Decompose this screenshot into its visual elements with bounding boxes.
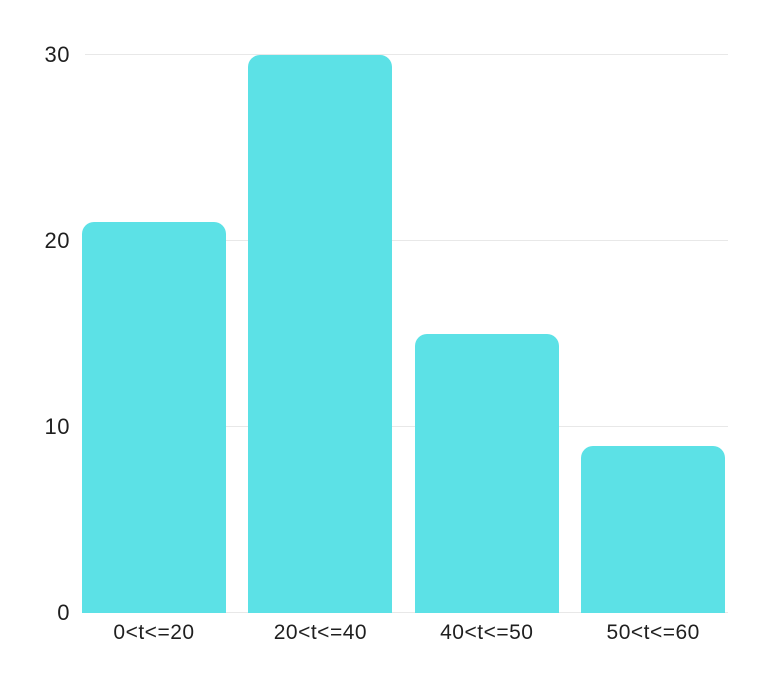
- gridline: [85, 54, 728, 55]
- bar: [82, 222, 226, 613]
- x-axis: 0<t<=20 20<t<=40 40<t<=50 50<t<=60: [82, 621, 728, 651]
- y-tick-label: 10: [44, 414, 70, 439]
- x-axis-category-label: 20<t<=40: [273, 621, 368, 644]
- x-axis-category-label: 40<t<=50: [440, 621, 534, 644]
- x-axis-category-label: 0<t<=20: [113, 621, 195, 644]
- gridline: [85, 426, 728, 427]
- y-tick-label: 30: [44, 42, 70, 67]
- bar: [581, 445, 726, 613]
- gridline: [85, 612, 728, 613]
- y-tick-label: 0: [57, 600, 70, 625]
- y-tick-label: 20: [44, 228, 70, 253]
- gridline: [85, 240, 728, 241]
- bar: [414, 334, 559, 613]
- plot-area: [82, 0, 728, 613]
- x-axis-category-label: 50<t<=60: [606, 621, 700, 644]
- y-axis: 0 10 20 30: [0, 0, 70, 624]
- bar: [248, 55, 393, 613]
